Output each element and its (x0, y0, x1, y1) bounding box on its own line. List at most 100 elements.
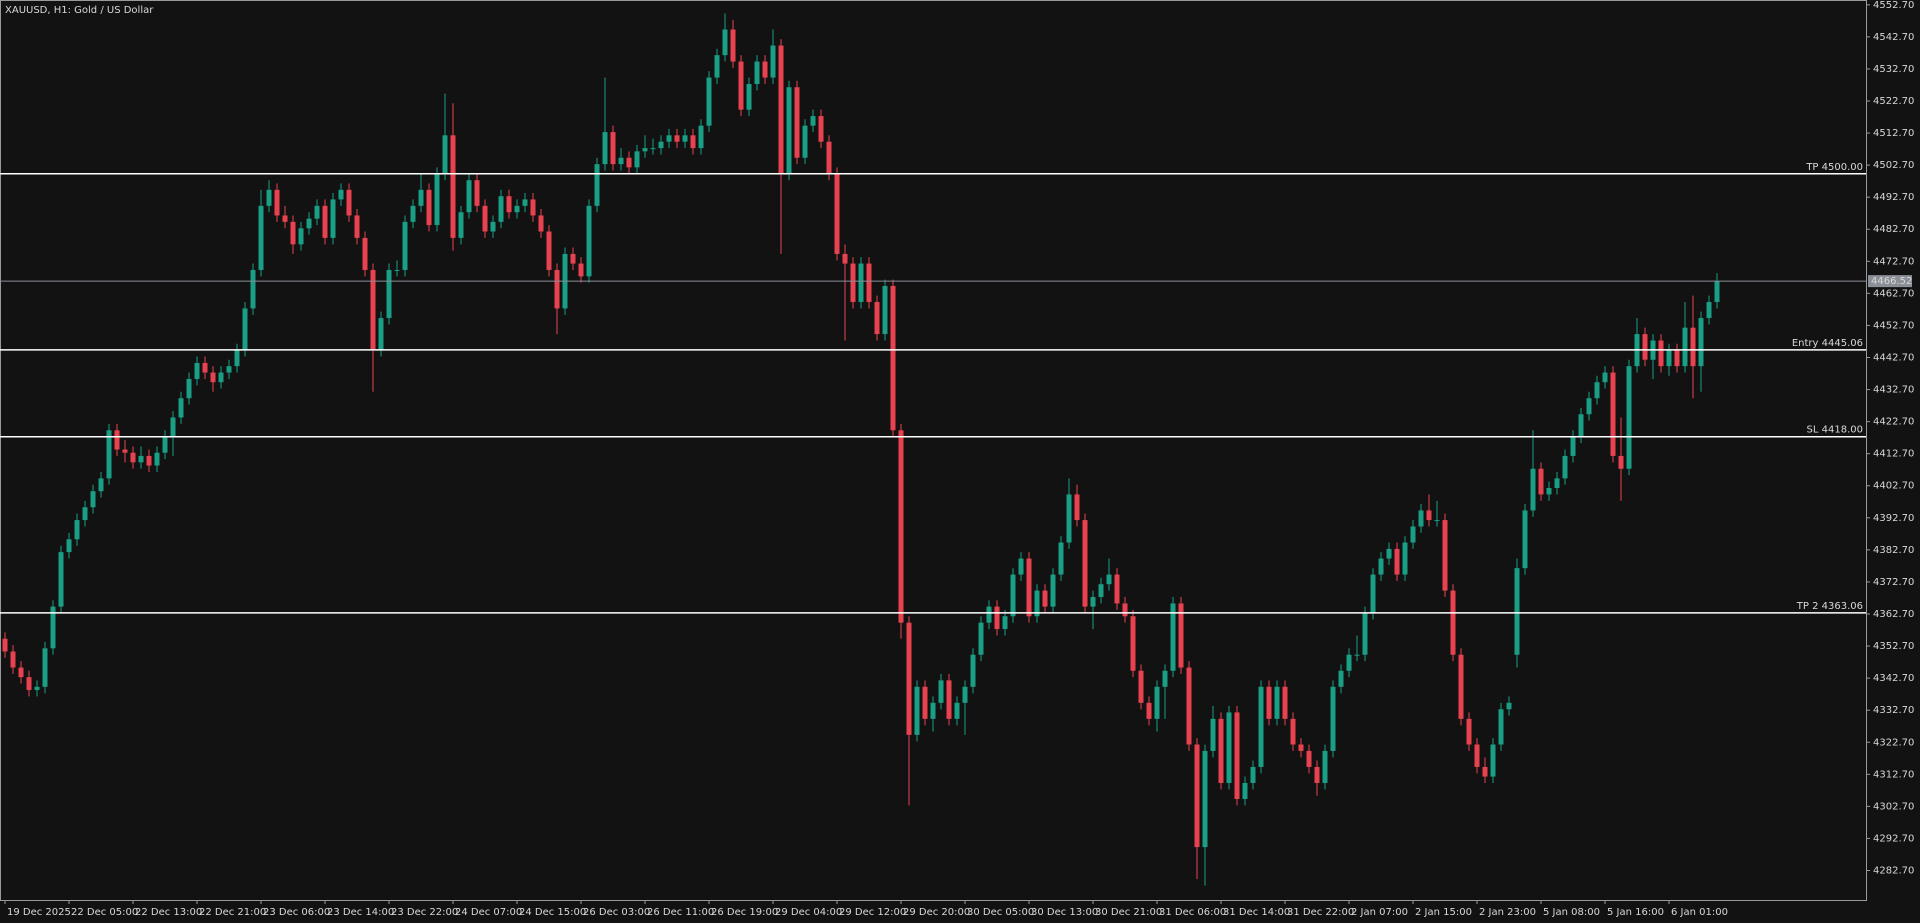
y-tick-label: 4322.70 (1873, 737, 1914, 748)
candle-body (602, 132, 608, 165)
candle-body (1402, 542, 1408, 575)
x-tick-label: 23 Dec 22:00 (391, 907, 458, 918)
candle-body (746, 84, 752, 110)
candle-body (1282, 686, 1288, 719)
candle-body (1594, 382, 1600, 399)
candle-body (914, 686, 920, 735)
candle-body (186, 378, 192, 399)
candle-body (1090, 597, 1096, 607)
candle-body (962, 686, 968, 703)
x-tick-label: 26 Dec 03:00 (583, 907, 650, 918)
candle-body (82, 507, 88, 521)
candle-body (1386, 548, 1392, 559)
candle-body (882, 285, 888, 335)
x-tick-label: 30 Dec 05:00 (967, 907, 1034, 918)
candle-body (362, 237, 368, 270)
candle-body (818, 116, 824, 142)
candle-body (378, 318, 384, 351)
candle-body (1098, 584, 1104, 598)
candle-body (298, 228, 304, 245)
candle-body (722, 29, 728, 56)
candle-body (506, 196, 512, 213)
x-tick-label: 23 Dec 06:00 (263, 907, 330, 918)
candle-body (922, 686, 928, 719)
candle-body (1562, 455, 1568, 479)
candle-body (1410, 526, 1416, 543)
x-tick-label: 29 Dec 12:00 (839, 907, 906, 918)
candle-body (650, 148, 656, 150)
x-tick-label: 31 Dec 06:00 (1159, 907, 1226, 918)
candle-body (42, 648, 48, 687)
candle-body (738, 61, 744, 110)
level-label: Entry 4445.06 (1792, 338, 1863, 349)
candle-body (1498, 709, 1504, 745)
candle-body (1674, 350, 1680, 367)
candle-body (10, 651, 16, 668)
candle-body (218, 372, 224, 383)
candle-body (578, 263, 584, 277)
candle-body (930, 702, 936, 719)
candle-body (610, 132, 616, 165)
x-tick-label: 22 Dec 05:00 (71, 907, 138, 918)
candle-body (1610, 372, 1616, 456)
candle-body (538, 215, 544, 232)
candle-body (90, 491, 96, 508)
y-tick-label: 4352.70 (1873, 641, 1914, 652)
x-tick-label: 30 Dec 21:00 (1095, 907, 1162, 918)
candle-body (586, 205, 592, 277)
y-tick-label: 4392.70 (1873, 513, 1914, 524)
y-tick-label: 4512.70 (1873, 128, 1914, 139)
candle-body (674, 135, 680, 142)
candle-body (810, 116, 816, 126)
y-tick-label: 4332.70 (1873, 705, 1914, 716)
candle-body (946, 680, 952, 719)
candle-body (66, 539, 72, 553)
y-tick-label: 4472.70 (1873, 256, 1914, 267)
plot-frame (0, 0, 1867, 901)
level-label: TP 2 4363.06 (1796, 601, 1863, 612)
candle-body (1042, 590, 1048, 607)
x-tick-label: 30 Dec 13:00 (1031, 907, 1098, 918)
level-label: TP 4500.00 (1805, 162, 1863, 173)
candle-body (1578, 414, 1584, 437)
candle-body (1074, 494, 1080, 521)
y-tick-label: 4412.70 (1873, 449, 1914, 460)
candle-body (306, 218, 312, 229)
candle-body (1506, 702, 1512, 710)
candle-body (26, 677, 32, 690)
y-tick-label: 4422.70 (1873, 417, 1914, 428)
candle-body (1026, 558, 1032, 617)
candle-body (346, 189, 352, 216)
candle-body (490, 221, 496, 232)
level-label: SL 4418.00 (1807, 425, 1863, 436)
candle-body (1522, 510, 1528, 569)
candle-body (322, 205, 328, 238)
candle-body (1586, 398, 1592, 415)
candle-body (866, 263, 872, 303)
candle-body (554, 269, 560, 309)
candle-body (1474, 744, 1480, 767)
candle-body (874, 302, 880, 335)
candle-body (1570, 436, 1576, 456)
candle-body (130, 452, 136, 463)
candle-body (682, 135, 688, 142)
candle-body (1370, 574, 1376, 614)
candle-body (1178, 603, 1184, 668)
x-tick-label: 2 Jan 15:00 (1415, 907, 1472, 918)
x-tick-label: 29 Dec 20:00 (903, 907, 970, 918)
candle-body (1690, 327, 1696, 367)
candle-body (178, 398, 184, 418)
candle-body (1618, 455, 1624, 469)
y-tick-label: 4282.70 (1873, 866, 1914, 877)
candle-body (146, 455, 152, 466)
candle-body (978, 622, 984, 655)
candle-body (202, 362, 208, 373)
candle-body (170, 417, 176, 437)
candle-body (354, 215, 360, 238)
candle-body (330, 199, 336, 238)
candle-body (618, 157, 624, 165)
y-tick-label: 4502.70 (1873, 160, 1914, 171)
